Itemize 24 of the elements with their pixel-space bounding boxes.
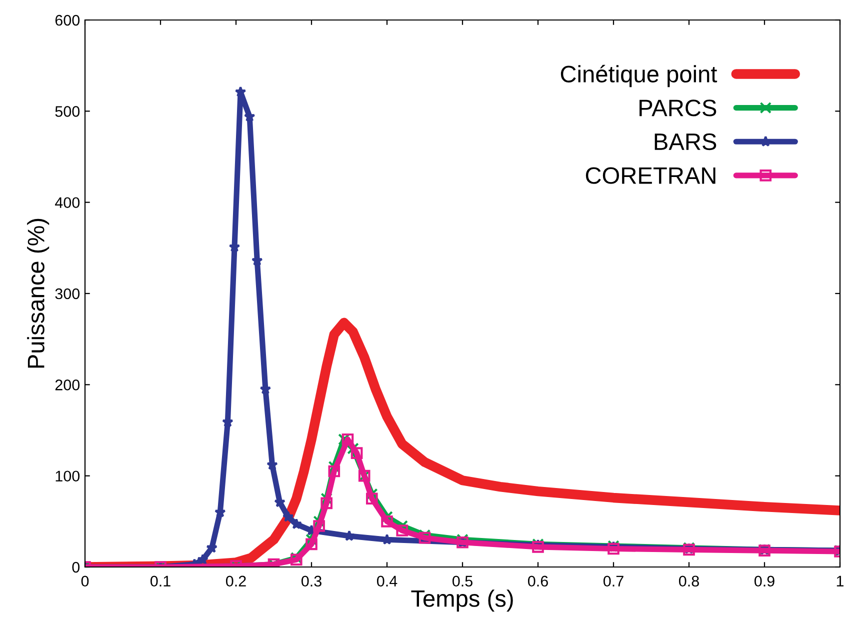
legend-label: Cinétique point xyxy=(560,64,718,88)
x-axis-title: Temps (s) xyxy=(411,590,513,612)
y-tick-label: 100 xyxy=(56,470,80,482)
y-tick-label: 600 xyxy=(55,14,80,26)
y-tick-label: 200 xyxy=(55,380,80,390)
x-tick-label: 0.9 xyxy=(754,576,774,587)
y-tick-label: 300 xyxy=(55,288,80,300)
legend-label: PARCS xyxy=(640,100,716,116)
x-tick-label: 0.1 xyxy=(150,576,170,587)
x-tick-label: 0.6 xyxy=(528,576,548,587)
x-tick-label: 0.8 xyxy=(678,576,699,587)
x-tick-label: 0.4 xyxy=(376,576,398,587)
legend-label: BARS xyxy=(654,133,716,150)
y-tick-label: 400 xyxy=(55,197,80,208)
x-tick-label: 0 xyxy=(81,576,89,587)
x-tick-label: 0.7 xyxy=(603,576,624,587)
x-tick-label: 0.3 xyxy=(301,576,322,587)
legend-label: CORETRAN xyxy=(586,167,716,184)
y-axis-title: Puissance (%) xyxy=(27,218,50,368)
x-tick-label: 0.5 xyxy=(452,576,472,587)
x-tick-label: 1 xyxy=(836,576,844,586)
y-tick-label: 500 xyxy=(55,106,80,117)
y-tick-label: 0 xyxy=(72,562,80,573)
x-tick-label: 0.2 xyxy=(226,576,246,587)
